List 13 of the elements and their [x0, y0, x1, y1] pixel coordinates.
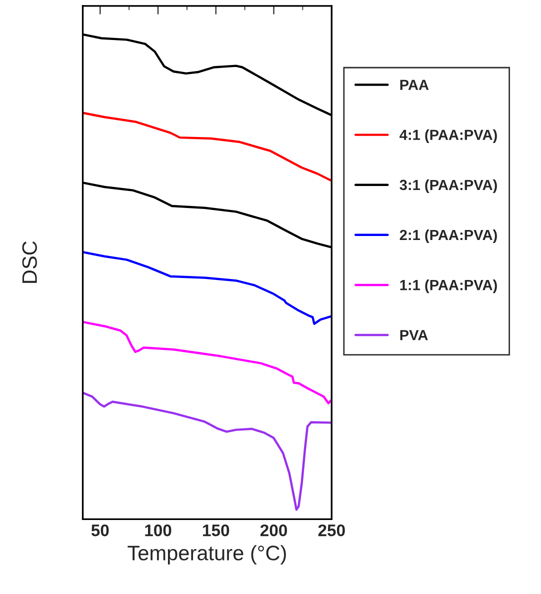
x-tick-label: 200: [260, 524, 287, 536]
x-tick-label: 50: [91, 524, 109, 536]
x-tick-label: 150: [203, 524, 230, 536]
x-axis-title: Temperature (°C): [128, 545, 286, 565]
y-axis-title: DSC: [22, 241, 37, 283]
x-tick-label: 100: [145, 524, 172, 536]
legend-label: 1:1 (PAA:PVA): [400, 280, 497, 294]
legend-label: PAA: [400, 80, 429, 90]
legend-label: 4:1 (PAA:PVA): [400, 129, 497, 143]
legend-label: PVA: [400, 330, 428, 340]
x-tick-label: 250: [318, 524, 345, 536]
legend-label: 2:1 (PAA:PVA): [400, 229, 497, 244]
legend-label: 3:1 (PAA:PVA): [400, 179, 497, 193]
